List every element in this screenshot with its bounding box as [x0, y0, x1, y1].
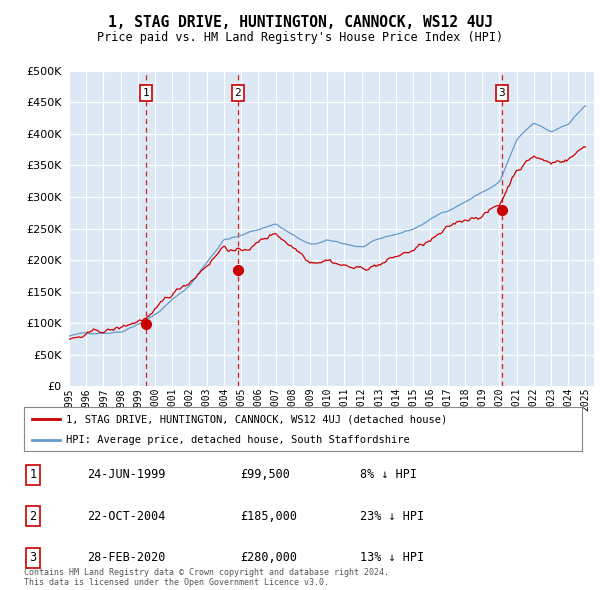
Text: £185,000: £185,000: [240, 510, 297, 523]
Text: 1, STAG DRIVE, HUNTINGTON, CANNOCK, WS12 4UJ: 1, STAG DRIVE, HUNTINGTON, CANNOCK, WS12…: [107, 15, 493, 30]
Text: 22-OCT-2004: 22-OCT-2004: [87, 510, 166, 523]
Text: Price paid vs. HM Land Registry's House Price Index (HPI): Price paid vs. HM Land Registry's House …: [97, 31, 503, 44]
Text: 13% ↓ HPI: 13% ↓ HPI: [360, 551, 424, 564]
Text: £280,000: £280,000: [240, 551, 297, 564]
Text: 23% ↓ HPI: 23% ↓ HPI: [360, 510, 424, 523]
Text: £99,500: £99,500: [240, 468, 290, 481]
Text: 24-JUN-1999: 24-JUN-1999: [87, 468, 166, 481]
Text: Contains HM Land Registry data © Crown copyright and database right 2024.: Contains HM Land Registry data © Crown c…: [24, 568, 389, 577]
Text: 2: 2: [29, 510, 37, 523]
Text: 1: 1: [143, 88, 149, 98]
Text: 8% ↓ HPI: 8% ↓ HPI: [360, 468, 417, 481]
Text: 3: 3: [499, 88, 505, 98]
Text: 1: 1: [29, 468, 37, 481]
Text: 2: 2: [235, 88, 241, 98]
Text: 1, STAG DRIVE, HUNTINGTON, CANNOCK, WS12 4UJ (detached house): 1, STAG DRIVE, HUNTINGTON, CANNOCK, WS12…: [66, 414, 447, 424]
Text: 3: 3: [29, 551, 37, 564]
Text: This data is licensed under the Open Government Licence v3.0.: This data is licensed under the Open Gov…: [24, 578, 329, 587]
Text: 28-FEB-2020: 28-FEB-2020: [87, 551, 166, 564]
Text: HPI: Average price, detached house, South Staffordshire: HPI: Average price, detached house, Sout…: [66, 435, 410, 445]
